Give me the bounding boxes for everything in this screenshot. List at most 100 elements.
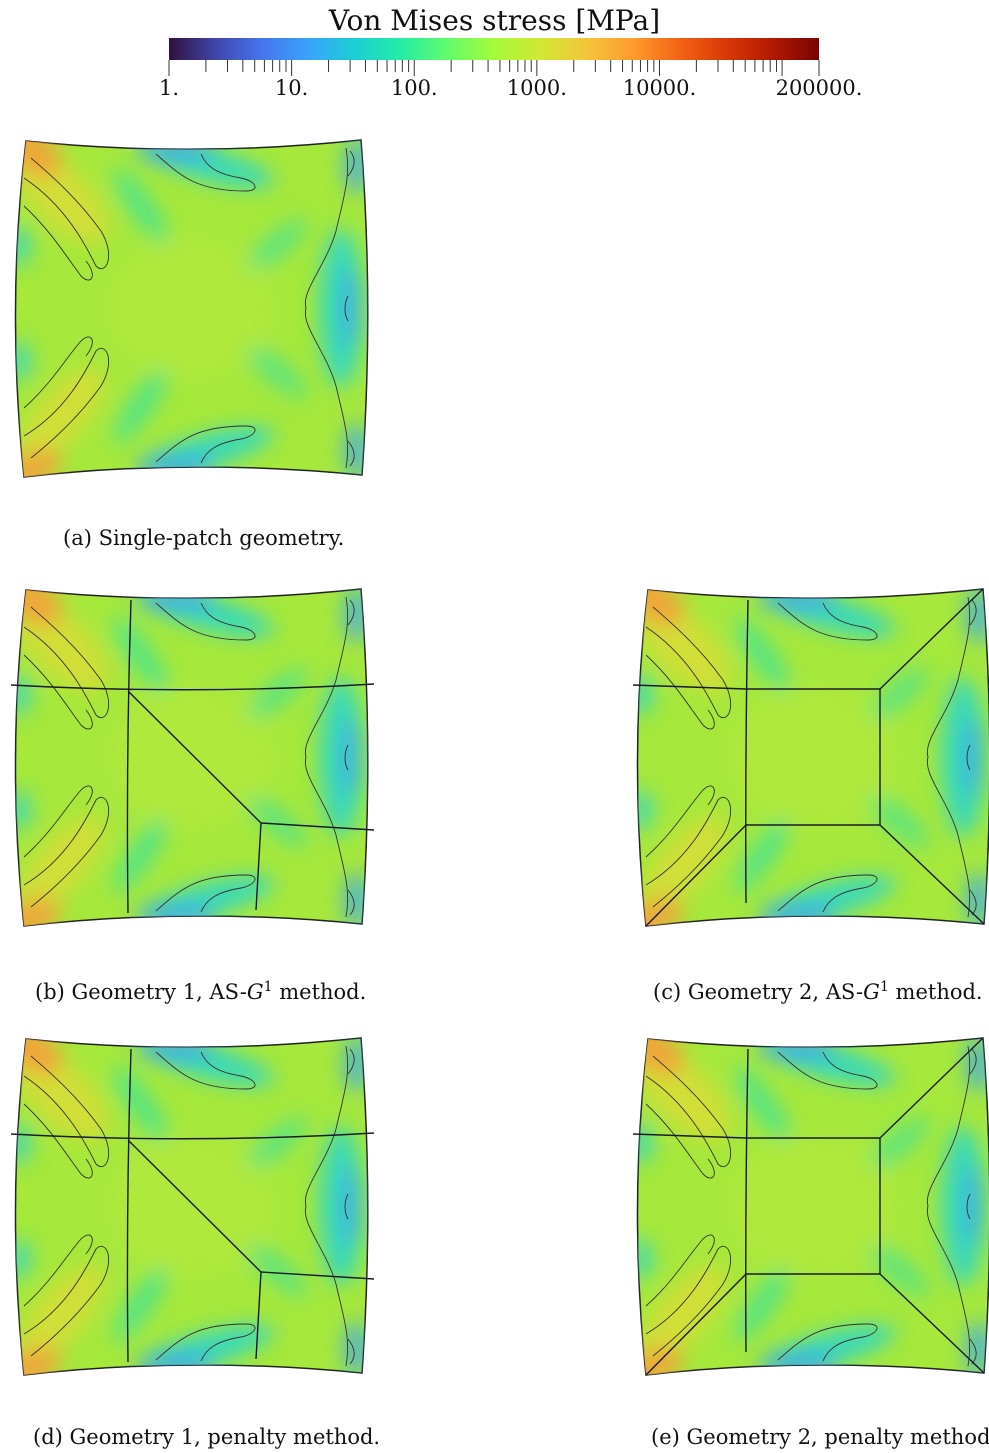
stress-contour: [23, 1246, 110, 1357]
stress-contour: [966, 1193, 971, 1220]
stress-contour: [645, 1103, 715, 1179]
mid-stress-region: [728, 1136, 898, 1276]
stress-contour: [344, 295, 349, 322]
caption-c-symbol: G: [863, 980, 880, 1004]
low-stress-arm: [244, 343, 308, 399]
caption-d-text: (d) Geometry 1, penalty method.: [33, 1425, 381, 1449]
stress-contour: [926, 596, 971, 918]
stress-contour: [777, 1051, 878, 1090]
mid-stress-region: [106, 687, 276, 827]
stress-contour: [347, 150, 355, 177]
low-stress-arm: [244, 667, 308, 723]
stress-contour: [304, 147, 349, 469]
stress-contour: [347, 1048, 355, 1075]
stress-contour: [23, 654, 93, 730]
stress-contour: [645, 654, 715, 730]
low-stress-arm: [866, 1241, 930, 1297]
patch-interface: [879, 824, 985, 925]
low-stress-arm: [113, 1066, 169, 1142]
patch-interface: [632, 684, 747, 690]
stress-contour: [23, 606, 110, 718]
low-stress-region: [136, 905, 216, 925]
high-stress-corner: [637, 897, 683, 926]
low-stress-region: [136, 590, 216, 610]
low-stress-region: [15, 675, 30, 715]
stress-contour: [347, 889, 355, 916]
patch-interface: [645, 824, 747, 927]
stress-contour: [155, 602, 256, 641]
high-stress-corner: [637, 1346, 683, 1375]
low-stress-region: [319, 228, 363, 388]
stress-contour: [926, 1045, 971, 1367]
mid-stress-region: [106, 238, 276, 378]
low-stress-region: [344, 423, 368, 477]
stress-contour: [344, 744, 349, 771]
caption-c-sup: 1: [879, 979, 889, 995]
stress-contour: [155, 1323, 256, 1362]
patch-interface: [260, 822, 375, 831]
low-stress-region: [343, 1166, 359, 1246]
low-stress-arm: [735, 1266, 791, 1342]
stress-contour: [645, 785, 715, 858]
stress-contour: [23, 1234, 93, 1307]
stress-contour: [777, 602, 878, 641]
low-stress-region: [344, 1321, 368, 1375]
low-stress-arm: [735, 817, 791, 893]
colorbar: [168, 38, 820, 76]
low-stress-region: [966, 872, 989, 926]
patch-interface: [126, 599, 132, 914]
stress-contour: [645, 1234, 715, 1307]
patch-interface: [632, 1133, 747, 1139]
low-stress-arm: [866, 792, 930, 848]
stress-contour: [344, 1193, 349, 1220]
colorbar-ticks: [168, 60, 820, 76]
low-stress-region: [15, 790, 30, 830]
stress-contour: [23, 1103, 93, 1179]
high-stress-band: [640, 816, 726, 914]
patch-interface: [260, 1271, 375, 1280]
stress-field: [15, 1038, 368, 1375]
stress-contour: [23, 1055, 110, 1167]
caption-b-suffix: method.: [272, 980, 367, 1004]
patch-interface: [879, 1273, 985, 1374]
colorbar-tick-label: 10000.: [622, 76, 697, 100]
stress-contour: [23, 797, 110, 908]
low-stress-region: [343, 717, 359, 797]
low-stress-region: [136, 1354, 216, 1374]
low-stress-arm: [735, 617, 791, 693]
low-stress-arm: [866, 667, 930, 723]
stress-contour: [645, 797, 732, 908]
low-stress-region: [319, 1126, 363, 1286]
patch-interface: [126, 1048, 132, 1363]
low-stress-arm: [244, 792, 308, 848]
stress-contour: [304, 1045, 349, 1367]
low-stress-arm: [244, 1241, 308, 1297]
caption-b-prefix: (b) Geometry 1, AS-: [35, 980, 247, 1004]
low-stress-region: [136, 1039, 216, 1059]
stress-contour: [155, 874, 256, 913]
stress-contour: [645, 1246, 732, 1357]
low-stress-arm: [113, 617, 169, 693]
stress-contour: [777, 874, 878, 913]
low-stress-arm: [244, 1116, 308, 1172]
colorbar-tick-label: 10.: [274, 76, 309, 100]
patch-interface: [745, 1048, 749, 1353]
stress-contour: [966, 744, 971, 771]
stress-contour: [969, 599, 977, 626]
caption-e: (e) Geometry 2, penalty method.: [651, 1425, 989, 1449]
high-stress-corner: [15, 1346, 61, 1375]
caption-d: (d) Geometry 1, penalty method.: [33, 1425, 380, 1449]
low-stress-arm: [113, 368, 169, 444]
stress-field: [15, 589, 368, 926]
low-stress-region: [15, 1239, 30, 1279]
caption-c: (c) Geometry 2, AS-G1 method.: [653, 979, 983, 1004]
stress-contour: [777, 1323, 878, 1362]
low-stress-region: [637, 1124, 652, 1164]
caption-e-text: (e) Geometry 2, penalty method.: [651, 1425, 989, 1449]
patch-interface: [745, 599, 749, 904]
stress-contour: [347, 599, 355, 626]
stress-contour: [645, 606, 732, 718]
low-stress-region: [15, 1124, 30, 1164]
caption-a-text: (a) Single-patch geometry.: [63, 526, 345, 550]
stress-contour: [23, 348, 110, 459]
